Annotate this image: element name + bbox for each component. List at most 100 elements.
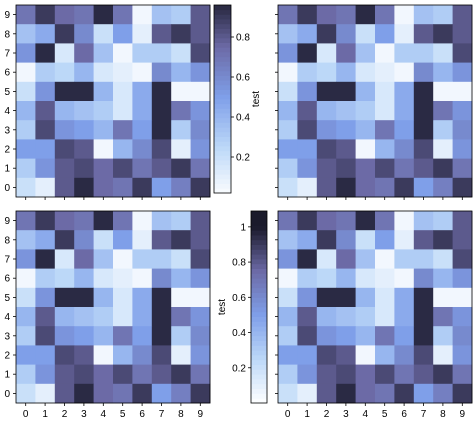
heatmap-cell	[355, 120, 376, 140]
heatmap-cell	[316, 383, 337, 404]
heatmap-cell	[433, 230, 453, 250]
colorbar-segment	[251, 211, 267, 217]
x-tick-label: 1	[304, 409, 310, 420]
heatmap-cell	[297, 139, 318, 159]
heatmap-cell	[16, 211, 36, 231]
heatmap-cell	[413, 120, 434, 140]
heatmap-cell	[74, 326, 94, 346]
colorbar-segment	[251, 340, 267, 346]
colorbar-segment	[214, 5, 231, 11]
heatmap-cell	[190, 211, 211, 231]
heatmap-cell	[113, 268, 133, 289]
heatmap-cell	[278, 326, 298, 346]
heatmap-cell	[132, 287, 153, 308]
heatmap-cell	[54, 345, 75, 365]
heatmap-cell	[355, 158, 376, 179]
heatmap-cell	[93, 364, 114, 385]
colorbar-segment	[251, 230, 267, 236]
colorbar-segment	[251, 393, 267, 399]
heatmap-cell	[433, 101, 453, 121]
heatmap-cell	[74, 5, 94, 25]
y-tick-label: 2	[4, 351, 10, 362]
heatmap-cell	[336, 211, 356, 231]
heatmap-cell	[132, 81, 153, 102]
x-tick-label: 3	[343, 409, 349, 420]
colorbar-segment	[251, 302, 267, 308]
heatmap-cell	[151, 345, 172, 365]
colorbar-frame	[213, 4, 232, 194]
heatmap-cell	[355, 230, 376, 250]
heatmap-cell	[278, 139, 298, 159]
heatmap-cell	[278, 364, 298, 385]
heatmap-cell	[93, 101, 114, 121]
heatmap-cell	[413, 230, 434, 250]
heatmap-cell	[54, 158, 75, 179]
heatmap-cell	[54, 383, 75, 404]
heatmap-cell	[394, 101, 415, 121]
heatmap-frame	[15, 4, 211, 198]
colorbar-frame	[250, 210, 268, 404]
heatmap-cell	[433, 177, 453, 198]
heatmap-cell	[113, 62, 133, 83]
colorbar-segment	[214, 131, 231, 137]
colorbar-label: test	[217, 299, 228, 315]
heatmap-cell	[452, 120, 473, 140]
x-tick-label: 7	[421, 409, 427, 420]
heatmap-cell	[54, 249, 75, 269]
heatmap-cell	[433, 307, 453, 327]
heatmap-cell	[413, 62, 434, 83]
heatmap-cell	[132, 249, 153, 269]
heatmap-cell	[336, 43, 356, 63]
heatmap-cell	[336, 287, 356, 308]
heatmap-cell	[336, 230, 356, 250]
heatmap-cell	[278, 268, 298, 289]
heatmap-cell	[54, 139, 75, 159]
y-tick-label: 8	[4, 235, 10, 246]
heatmap-cell	[151, 5, 172, 25]
y-tick-label: 0	[4, 183, 10, 194]
heatmap-cell	[93, 5, 114, 25]
heatmap-cell	[452, 177, 473, 198]
heatmap-cell	[113, 139, 133, 159]
heatmap-cell	[278, 158, 298, 179]
heatmap-cell	[297, 24, 318, 44]
heatmap-cell	[54, 211, 75, 231]
heatmap-cell	[35, 230, 56, 250]
heatmap-cell	[35, 383, 56, 404]
heatmap-cell	[375, 268, 395, 289]
colorbar-segment	[214, 42, 231, 48]
heatmap-cell	[452, 326, 473, 346]
heatmap-cell	[278, 101, 298, 121]
y-tick-label: 6	[4, 68, 10, 79]
heatmap-cell	[171, 62, 191, 83]
heatmap-cell	[113, 24, 133, 44]
heatmap-cell	[297, 383, 318, 404]
heatmap-cell	[316, 158, 337, 179]
colorbar-segment	[214, 141, 231, 147]
colorbar-segment	[251, 292, 267, 298]
colorbar-segment	[214, 94, 231, 100]
heatmap-cell	[375, 120, 395, 140]
x-tick-label: 9	[198, 409, 204, 420]
colorbar-tick-label: 0.8	[236, 33, 250, 44]
heatmap-cell	[394, 177, 415, 198]
heatmap-cell	[151, 101, 172, 121]
heatmap-cell	[433, 268, 453, 289]
heatmap-cell	[113, 177, 133, 198]
colorbar-segment	[214, 178, 231, 184]
heatmap-cell	[74, 230, 94, 250]
heatmap-cell	[54, 177, 75, 198]
heatmap-cell	[16, 139, 36, 159]
heatmap-cell	[336, 177, 356, 198]
heatmap-cell	[375, 158, 395, 179]
colorbar-segment	[214, 99, 231, 105]
x-tick-label: 9	[460, 409, 466, 420]
heatmap-cell	[375, 249, 395, 269]
heatmap-top-right	[275, 4, 473, 200]
heatmap-cell	[316, 139, 337, 159]
heatmap-cell	[35, 307, 56, 327]
heatmap-cell	[54, 307, 75, 327]
heatmap-cell	[74, 120, 94, 140]
heatmap-cell	[316, 230, 337, 250]
heatmap-cell	[35, 43, 56, 63]
